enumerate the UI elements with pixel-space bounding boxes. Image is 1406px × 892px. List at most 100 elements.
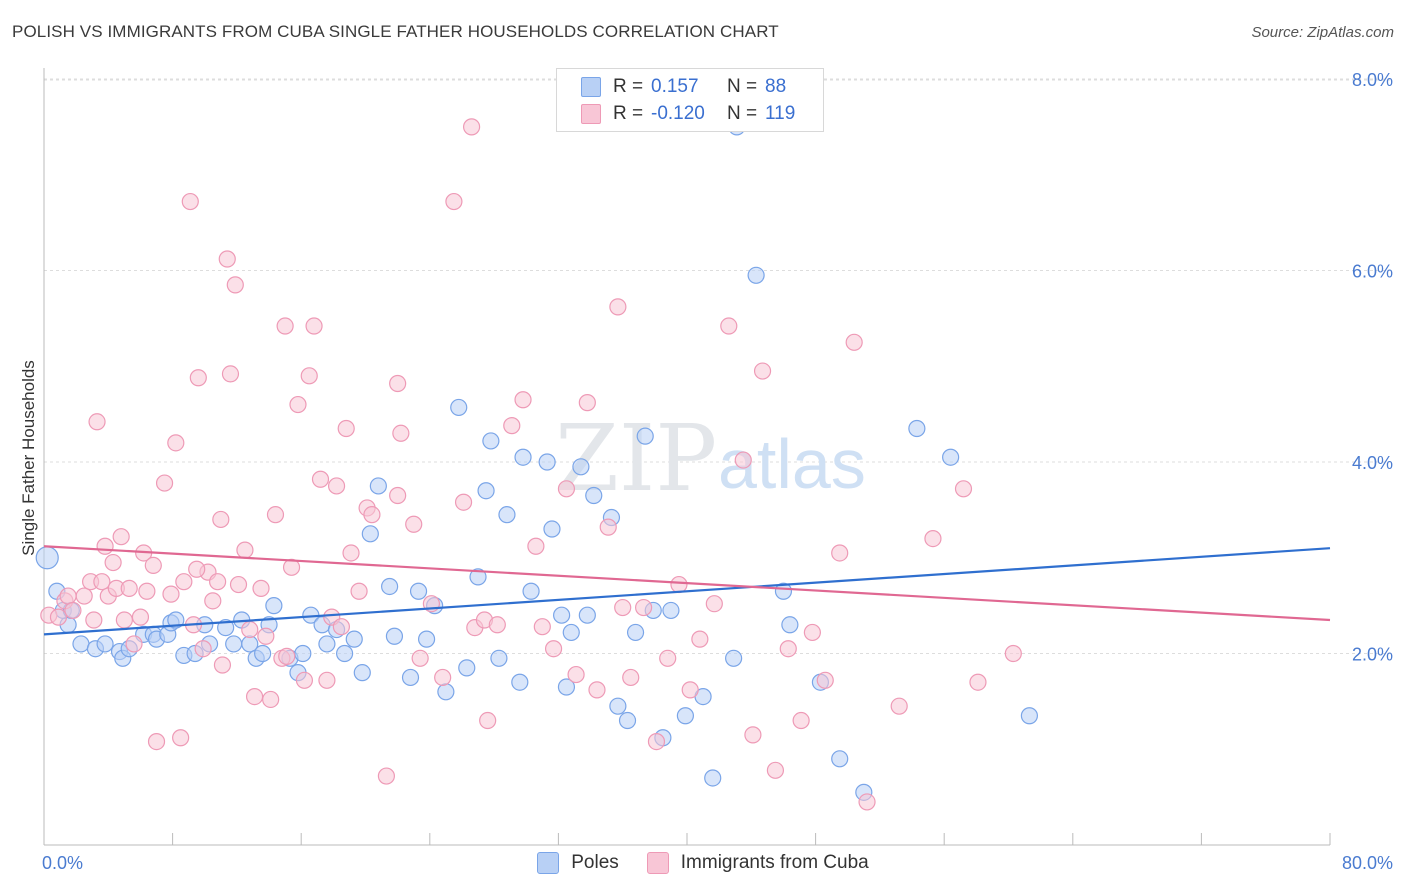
point-poles (437, 683, 455, 701)
point-cuba (131, 608, 150, 626)
point-cuba (434, 668, 452, 687)
point-poles (578, 606, 596, 624)
point-cuba (144, 556, 162, 575)
point-cuba (49, 608, 68, 626)
point-cuba (189, 369, 207, 387)
source-credit: Source: ZipAtlas.com (1251, 24, 1394, 41)
point-poles (294, 644, 312, 663)
point-cuba (924, 529, 942, 548)
point-cuba (411, 649, 429, 667)
point-cuba (363, 506, 381, 524)
point-cuba (544, 640, 563, 658)
point-poles (167, 611, 185, 629)
point-cuba (226, 276, 244, 294)
point-poles (538, 453, 556, 471)
point-poles (557, 678, 576, 696)
point-cuba (181, 192, 199, 211)
point-poles (469, 568, 487, 586)
point-poles (254, 644, 272, 663)
legend-n-value-cuba: 119 (765, 103, 796, 124)
legend-row-poles: R = 0.157 N = 88 (581, 74, 786, 100)
point-poles (942, 448, 960, 466)
series-cuba-points (40, 118, 1022, 811)
trend-line-poles (43, 547, 1331, 636)
point-poles (618, 711, 637, 730)
point-cuba (276, 317, 294, 335)
point-cuba (125, 635, 143, 653)
point-cuba (614, 598, 632, 617)
point-cuba (954, 480, 973, 498)
point-cuba (454, 493, 473, 511)
point-poles (636, 427, 654, 445)
point-cuba (218, 250, 236, 268)
point-cuba (229, 575, 248, 594)
point-cuba (599, 518, 617, 536)
point-poles (225, 635, 243, 653)
point-poles (35, 546, 59, 570)
point-poles (781, 616, 799, 634)
point-cuba (120, 579, 138, 597)
series-legend: Poles Immigrants from Cuba (0, 852, 1406, 874)
point-cuba (681, 681, 699, 699)
point-poles (831, 750, 849, 768)
point-cuba (845, 333, 863, 351)
point-cuba (147, 732, 166, 751)
trend-line-cuba (43, 545, 1331, 622)
point-cuba (327, 477, 346, 495)
point-poles (1020, 707, 1038, 725)
point-cuba (647, 732, 666, 751)
x-tick-label-max: 80.0% (1342, 853, 1393, 873)
legend-item-cuba: Immigrants from Cuba (646, 852, 869, 874)
y-tick-label: 2.0% (1352, 645, 1393, 665)
point-poles (908, 419, 926, 438)
point-cuba (266, 506, 285, 524)
point-cuba (890, 697, 908, 715)
point-cuba (803, 623, 821, 642)
point-cuba (659, 649, 677, 667)
point-cuba (252, 579, 270, 597)
axes (43, 68, 1331, 846)
point-poles (553, 606, 571, 624)
point-cuba (705, 595, 723, 613)
legend-label-cuba: Immigrants from Cuba (680, 852, 869, 873)
point-poles (562, 623, 580, 642)
point-cuba (392, 424, 410, 442)
point-cuba (342, 544, 360, 562)
point-cuba (588, 681, 606, 699)
legend-label-poles: Poles (571, 852, 619, 873)
point-cuba (609, 298, 627, 316)
point-cuba (204, 592, 222, 610)
correlation-legend: R = 0.157 N = 88 R = -0.120 N = 119 (556, 68, 824, 132)
point-cuba (167, 434, 185, 452)
point-poles (725, 649, 743, 667)
point-cuba (1004, 644, 1022, 663)
point-cuba (533, 618, 551, 636)
point-cuba (257, 627, 275, 645)
point-poles (482, 432, 500, 450)
point-poles (498, 506, 516, 524)
point-poles (417, 630, 436, 648)
point-cuba (479, 711, 497, 730)
point-cuba (691, 630, 709, 648)
point-cuba (462, 118, 481, 136)
point-cuba (332, 618, 350, 636)
point-cuba (221, 365, 240, 383)
point-poles (385, 627, 404, 645)
point-poles (409, 582, 428, 600)
point-cuba (445, 192, 463, 211)
y-tick-label: 8.0% (1352, 70, 1393, 90)
point-cuba (311, 470, 330, 488)
legend-r-value-poles: 0.157 (651, 76, 699, 97)
point-cuba (278, 647, 296, 665)
point-poles (572, 458, 590, 476)
point-cuba (115, 611, 133, 629)
point-cuba (969, 673, 987, 691)
legend-swatch-poles (581, 77, 601, 97)
point-cuba (305, 317, 323, 335)
point-cuba (245, 687, 264, 706)
point-poles (585, 486, 603, 505)
point-poles (662, 601, 680, 620)
series-poles-points (35, 118, 1038, 801)
point-cuba (112, 528, 130, 546)
